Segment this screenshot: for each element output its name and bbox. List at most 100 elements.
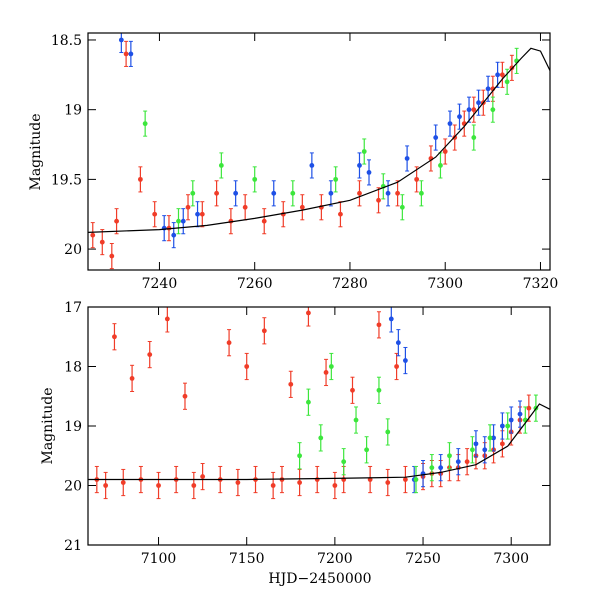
top-red-point — [99, 229, 105, 256]
bottom-blue-point — [388, 307, 394, 333]
top-red-point — [357, 180, 362, 207]
top-red-point — [471, 96, 477, 123]
top-blue-point — [385, 180, 391, 207]
bottom-green-point — [318, 424, 324, 452]
top-red-point — [90, 222, 96, 249]
top-green-point — [438, 152, 443, 179]
bottom-red-point — [332, 471, 338, 500]
bottom-blue-point — [508, 406, 514, 434]
top-green-point — [218, 152, 224, 179]
bottom-y-ticks: 17 18 19 20 21 — [64, 300, 550, 554]
bottom-green-point — [341, 448, 347, 476]
bottom-x-tick-label: 7300 — [493, 551, 529, 567]
top-blue-point — [171, 222, 177, 249]
bottom-blue-point — [473, 430, 479, 458]
bottom-green-point — [364, 436, 370, 464]
bottom-red-point — [120, 468, 126, 497]
top-green-point — [290, 180, 296, 207]
top-green-point — [471, 124, 477, 151]
bottom-x-tick-label: 7250 — [405, 551, 441, 567]
top-blue-point — [328, 180, 334, 207]
top-x-tick-label: 7280 — [332, 276, 368, 292]
top-x-ticks: 7240 7260 7280 7300 7320 — [142, 33, 559, 292]
bottom-red-point — [385, 468, 391, 497]
bottom-blue-point — [499, 412, 505, 440]
bottom-red-point — [129, 364, 135, 392]
top-blue-point — [118, 33, 124, 54]
bottom-blue-point — [517, 400, 523, 428]
top-y-tick-label: 18.5 — [51, 33, 82, 49]
bottom-blue-point — [491, 424, 496, 452]
bottom-green-point — [413, 465, 419, 494]
bottom-red-point — [464, 448, 470, 476]
bottom-red-point — [314, 465, 320, 494]
bottom-red-point — [394, 352, 399, 381]
bottom-red-point — [147, 341, 153, 369]
top-blue-point — [476, 89, 481, 116]
bottom-red-point — [297, 468, 303, 497]
bottom-x-tick-label: 7150 — [229, 551, 265, 567]
top-red-point — [242, 194, 248, 221]
top-red-point — [395, 180, 400, 207]
top-red-point — [214, 180, 219, 207]
bottom-y-tick-label: 21 — [64, 538, 82, 554]
bottom-blue-point — [482, 436, 488, 464]
top-red-point — [137, 166, 143, 193]
bottom-x-axis-label: HJD−2450000 — [268, 571, 371, 587]
top-data-layer — [88, 33, 550, 270]
top-blue-point — [433, 124, 439, 151]
top-red-point — [199, 201, 205, 228]
top-blue-point — [357, 152, 362, 179]
top-red-point — [152, 201, 158, 228]
top-red-point — [338, 201, 343, 228]
top-red-point — [185, 194, 191, 221]
top-red-point — [318, 194, 324, 221]
top-green-point — [419, 180, 424, 207]
bottom-x-tick-label: 7100 — [141, 551, 177, 567]
bottom-red-point — [376, 311, 382, 339]
bottom-red-point — [323, 358, 329, 387]
bottom-green-point — [429, 454, 435, 482]
bottom-green-point — [376, 376, 382, 404]
bottom-red-point — [270, 471, 276, 500]
bottom-red-point — [182, 382, 188, 410]
bottom-red-point — [156, 471, 161, 500]
top-plot-frame — [87, 32, 551, 271]
top-red-point — [299, 194, 305, 221]
bottom-red-point — [112, 323, 117, 351]
top-y-ticks: 18.5 19 19.5 20 — [51, 33, 550, 258]
top-blue-point — [309, 152, 315, 179]
bottom-y-tick-label: 20 — [64, 479, 82, 495]
top-blue-point — [366, 159, 372, 186]
bottom-red-point — [191, 471, 197, 500]
bottom-red-point — [164, 307, 170, 333]
bottom-red-point — [261, 317, 267, 345]
bottom-data-layer — [88, 307, 550, 500]
bottom-x-ticks: 7100 7150 7200 7250 7300 — [141, 307, 529, 567]
bottom-red-point — [244, 352, 250, 381]
top-blue-point — [404, 145, 410, 172]
bottom-green-point — [487, 424, 493, 452]
bottom-blue-point — [420, 460, 426, 488]
bottom-model-curve — [88, 403, 550, 481]
top-green-point — [399, 194, 405, 221]
top-x-tick-label: 7260 — [237, 276, 273, 292]
top-x-tick-label: 7320 — [523, 276, 559, 292]
bottom-green-point — [447, 442, 452, 470]
top-green-point — [142, 110, 148, 137]
top-blue-point — [466, 96, 472, 123]
top-red-point — [123, 40, 129, 67]
top-blue-point — [128, 40, 134, 67]
top-y-tick-label: 19.5 — [51, 172, 82, 188]
bottom-red-point — [367, 465, 373, 494]
top-blue-point — [180, 208, 186, 235]
bottom-blue-point — [455, 448, 461, 476]
bottom-red-point — [200, 462, 206, 491]
bottom-x-tick-label: 7200 — [317, 551, 353, 567]
top-blue-point — [161, 215, 167, 242]
bottom-red-point — [306, 307, 311, 327]
bottom-panel: 7100 7150 7200 7250 7300 17 18 19 20 21 Magnitud… — [40, 300, 551, 587]
top-red-point — [414, 166, 420, 193]
bottom-green-point — [385, 418, 391, 446]
bottom-red-point — [235, 468, 241, 497]
